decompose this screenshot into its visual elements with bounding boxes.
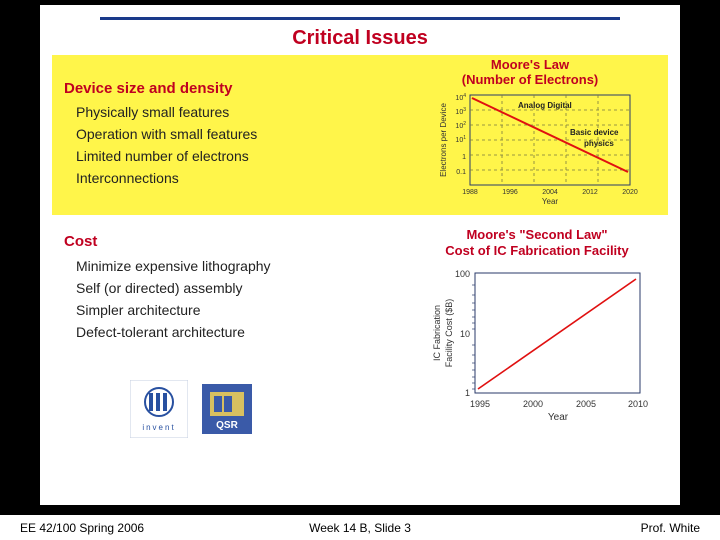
svg-text:1996: 1996 (502, 189, 518, 196)
svg-text:Analog Digital: Analog Digital (518, 101, 572, 110)
list-item: Defect-tolerant architecture (76, 321, 271, 343)
section2-heading: Cost (64, 233, 97, 250)
svg-text:Facility Cost ($B): Facility Cost ($B) (444, 299, 454, 368)
svg-text:physics: physics (584, 139, 614, 148)
svg-text:0.1: 0.1 (456, 169, 466, 176)
qsr-logo: QSR (202, 384, 252, 434)
svg-text:102: 102 (455, 121, 466, 130)
footer-right: Prof. White (641, 521, 700, 535)
svg-text:1: 1 (462, 154, 466, 161)
svg-text:2012: 2012 (582, 189, 598, 196)
svg-text:1988: 1988 (462, 189, 478, 196)
list-item: Interconnections (76, 167, 257, 189)
section2-list: Minimize expensive lithography Self (or … (76, 255, 271, 343)
list-item: Simpler architecture (76, 299, 271, 321)
svg-text:Year: Year (548, 412, 569, 423)
svg-text:10: 10 (460, 329, 470, 339)
svg-text:1995: 1995 (470, 399, 490, 409)
svg-text:1: 1 (465, 388, 470, 398)
chart1-title-l1: Moore's Law (491, 57, 569, 72)
slide-footer: EE 42/100 Spring 2006 Week 14 B, Slide 3… (0, 515, 720, 540)
slide-title: Critical Issues (40, 27, 680, 50)
moore-second-law-chart: 100 10 1 1995 2000 2005 2010 Year IC Fab… (430, 263, 650, 423)
svg-text:100: 100 (455, 269, 470, 279)
chart1-title-l2: (Number of Electrons) (462, 72, 599, 87)
title-rule (100, 17, 620, 20)
section1-list: Physically small features Operation with… (76, 101, 257, 189)
chart2-title-l2: Cost of IC Fabrication Facility (445, 243, 628, 258)
svg-text:2000: 2000 (523, 399, 543, 409)
svg-text:Electrons per Device: Electrons per Device (440, 103, 448, 177)
svg-text:Basic device: Basic device (570, 128, 619, 137)
svg-text:invent: invent (142, 423, 175, 432)
list-item: Physically small features (76, 101, 257, 123)
svg-text:104: 104 (455, 93, 466, 102)
chart2-title: Moore's "Second Law" Cost of IC Fabricat… (422, 227, 652, 259)
hp-logo: invent (130, 380, 188, 438)
svg-text:QSR: QSR (217, 420, 239, 431)
moore-law-chart: 104 103 102 101 1 0.1 1988 1996 2004 201… (440, 90, 640, 205)
list-item: Limited number of electrons (76, 145, 257, 167)
svg-text:2004: 2004 (542, 189, 558, 196)
footer-center: Week 14 B, Slide 3 (0, 521, 720, 535)
svg-text:2005: 2005 (576, 399, 596, 409)
svg-text:101: 101 (455, 135, 466, 144)
svg-text:Year: Year (542, 197, 559, 205)
chart1-title: Moore's Law (Number of Electrons) (420, 57, 640, 87)
chart2-title-l1: Moore's "Second Law" (466, 227, 607, 242)
list-item: Minimize expensive lithography (76, 255, 271, 277)
slide-body: Critical Issues Device size and density … (40, 5, 680, 505)
svg-text:IC Fabrication: IC Fabrication (432, 305, 442, 361)
list-item: Operation with small features (76, 123, 257, 145)
svg-text:103: 103 (455, 107, 466, 116)
list-item: Self (or directed) assembly (76, 277, 271, 299)
svg-text:2010: 2010 (628, 399, 648, 409)
section1-heading: Device size and density (64, 80, 232, 97)
svg-text:2020: 2020 (622, 189, 638, 196)
logos-row: invent QSR (130, 380, 252, 438)
